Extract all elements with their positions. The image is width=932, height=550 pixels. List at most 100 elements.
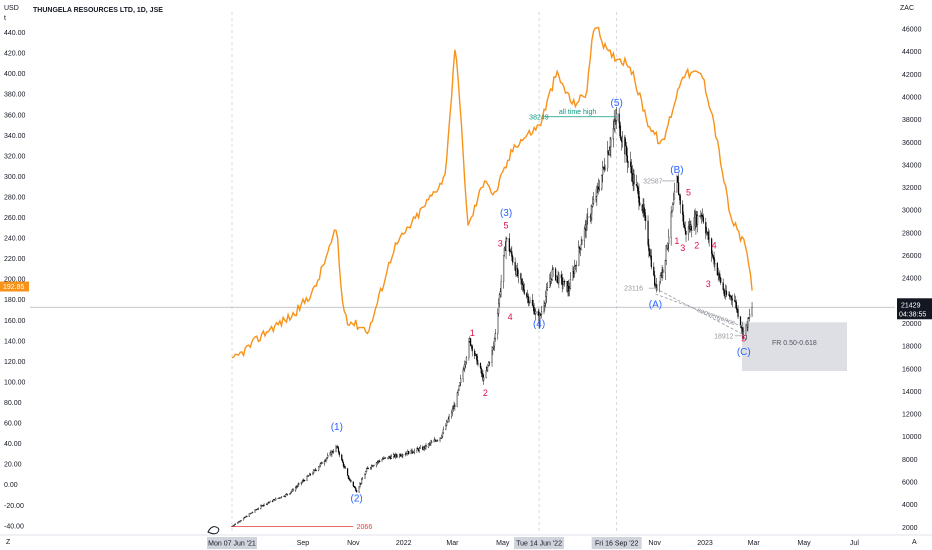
candle-body (502, 255, 505, 282)
wave-label-red: 3 (706, 279, 711, 289)
candle-body (587, 216, 589, 218)
candle-body (613, 121, 615, 129)
candle-body (644, 215, 647, 222)
candle-body (734, 300, 737, 303)
x-axis-tick-label: Mar (748, 540, 761, 547)
candle-body (523, 289, 525, 294)
wave-label-blue: (1) (331, 422, 343, 433)
candle-body (534, 313, 536, 315)
low-price-label: 2066 (357, 524, 373, 531)
right-price-tag-text: 21429 (901, 302, 921, 309)
candle-body (313, 470, 315, 474)
candle-body (352, 481, 354, 487)
candle-body (540, 314, 542, 316)
candle-body (517, 268, 519, 276)
x-axis-tick-label: Nov (648, 540, 661, 547)
candle-body (325, 458, 327, 461)
candle-body (702, 216, 704, 223)
candle-body (442, 429, 444, 434)
right-axis-tick-label: 8000 (902, 457, 918, 464)
candle-body (639, 202, 641, 206)
candle-body (668, 236, 670, 244)
candle-body (493, 338, 496, 347)
candle-body (532, 305, 534, 308)
candle-body (375, 462, 378, 466)
candle-body (373, 465, 375, 467)
fib-box-rect[interactable] (742, 322, 847, 372)
candle-body (471, 345, 473, 352)
candle-body (683, 224, 685, 228)
candle-body (429, 443, 431, 445)
right-axis-tick-label: 4000 (902, 502, 918, 509)
candle-body (602, 166, 604, 176)
candle-body (452, 408, 454, 410)
left-axis-tick-label: 200.00 (4, 277, 26, 284)
candle-body (439, 437, 441, 441)
candle-body (290, 492, 292, 494)
candle-body (720, 277, 722, 283)
candle-body (476, 355, 478, 365)
candle-body (637, 187, 639, 192)
candle-body (379, 460, 381, 462)
corner-right[interactable]: A (912, 539, 917, 546)
candle-body (711, 253, 714, 256)
fib-retracement-box[interactable]: FR 0.50-0.618 (742, 322, 847, 372)
x-axis-highlight-label: Fri 16 Sep '22 (595, 541, 638, 548)
x-axis-highlight-label: Tue 14 Jun '22 (516, 541, 562, 548)
candle-body (609, 146, 611, 151)
wave-label-red: 5 (741, 334, 746, 344)
corner-left[interactable]: Z (6, 539, 11, 546)
candle-body (503, 247, 506, 256)
candle-body (549, 281, 551, 288)
left-axis-tick-label: 280.00 (4, 194, 26, 201)
candle-body (354, 486, 356, 489)
candle-body (494, 333, 496, 339)
left-value-tag-text: 192.85 (3, 284, 25, 291)
candle-body (575, 265, 577, 267)
left-axis-tick-label: 140.00 (4, 338, 26, 345)
left-axis-tick-label: 440.00 (4, 30, 26, 37)
candle-body (512, 256, 514, 263)
candle-body (729, 295, 731, 298)
candle-body (563, 280, 565, 285)
candle-body (500, 281, 502, 292)
candle-body (677, 176, 679, 183)
candle-body (301, 481, 303, 483)
candle-body (234, 523, 236, 525)
candle-body (399, 454, 401, 457)
candle-body (554, 268, 557, 281)
candle-body (552, 268, 554, 271)
candle-body (485, 370, 487, 378)
candle-body (480, 367, 482, 374)
wave-label-red: 2 (694, 241, 699, 251)
candle-body (670, 212, 672, 238)
left-axis-tick-label: 260.00 (4, 215, 26, 222)
left-axis-tick-label: 420.00 (4, 51, 26, 58)
candle-body (636, 185, 638, 188)
candle-body (446, 421, 449, 423)
candle-body (346, 468, 349, 476)
candle-body (364, 474, 366, 479)
candle-body (700, 214, 702, 217)
candle-body (233, 524, 236, 526)
candle-body (342, 462, 345, 467)
candle-body (266, 503, 268, 505)
candle-body (491, 350, 493, 363)
candle-body (367, 467, 369, 469)
candle-body (483, 377, 485, 381)
right-axis-tick-label: 44000 (902, 49, 922, 56)
candle-body (705, 222, 707, 234)
candle-body (256, 508, 259, 510)
candle-body (696, 215, 699, 225)
candle-body (653, 266, 655, 276)
candle-body (586, 217, 588, 231)
candle-body (233, 525, 235, 527)
candle-body (431, 441, 433, 443)
candle-body (722, 282, 724, 290)
candle-body (748, 317, 750, 319)
candle-body (436, 440, 439, 441)
candle-body (239, 520, 241, 522)
candle-body (560, 274, 562, 279)
candle-body (425, 445, 427, 448)
candle-body (737, 309, 739, 317)
